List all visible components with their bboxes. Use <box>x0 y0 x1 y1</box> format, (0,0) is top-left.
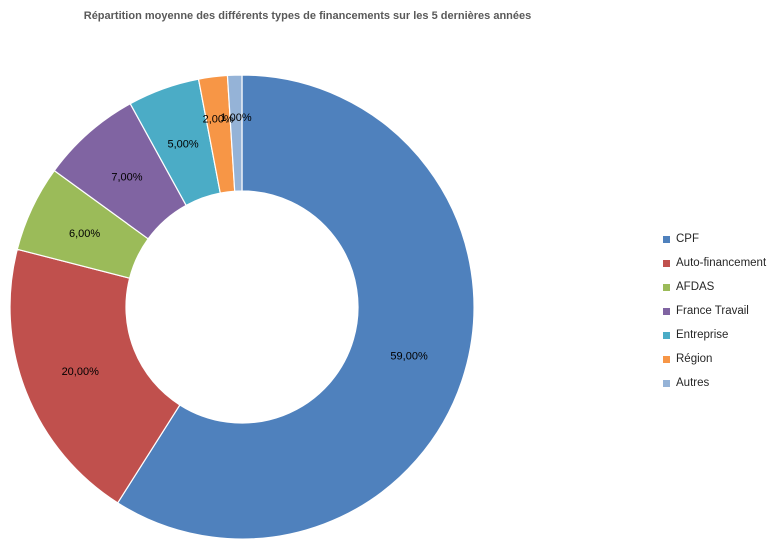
data-label-afdas: 6,00% <box>69 228 100 240</box>
legend-item-autres: Autres <box>663 371 766 395</box>
slice-auto-financement <box>9 248 181 504</box>
legend-label: AFDAS <box>676 281 715 293</box>
legend-label: Entreprise <box>676 329 729 341</box>
legend-item-region: Région <box>663 347 766 371</box>
legend-swatch <box>663 379 670 387</box>
data-label-auto-financement: 20,00% <box>62 366 100 378</box>
legend-label: Auto-financement <box>676 257 767 269</box>
donut-slices <box>9 74 475 540</box>
data-label-cpf: 59,00% <box>390 351 428 363</box>
legend-swatch <box>663 259 670 267</box>
legend-label: France Travail <box>676 305 749 317</box>
slice-cpf <box>116 74 475 540</box>
legend-item-cpf: CPF <box>663 227 766 251</box>
data-labels: 59,00% 20,00% 6,00% 7,00% 5,00% 2,00%1,00% <box>62 112 428 378</box>
legend-item-afdas: AFDAS <box>663 275 766 299</box>
legend-swatch <box>663 355 670 363</box>
legend-swatch <box>663 283 670 291</box>
data-label-france-travail: 7,00% <box>111 171 142 183</box>
legend-label: CPF <box>676 233 699 245</box>
slice-autres <box>226 74 243 192</box>
legend-item-auto-financement: Auto-financement <box>663 251 766 275</box>
legend-swatch <box>663 235 670 243</box>
legend-label: Autres <box>676 377 710 389</box>
legend-swatch <box>663 331 670 339</box>
legend-item-entreprise: Entreprise <box>663 323 766 347</box>
legend-item-france-travail: France Travail <box>663 299 766 323</box>
data-label-region: 2,00% <box>203 113 234 125</box>
legend-swatch <box>663 307 670 315</box>
chart-title: Répartition moyenne des différents types… <box>83 10 532 22</box>
legend: CPF Auto-financement AFDAS France Travail En… <box>663 227 766 395</box>
data-label-autres: 1,00% <box>220 112 251 124</box>
legend-label: Région <box>676 353 713 365</box>
data-label-entreprise: 5,00% <box>167 138 198 150</box>
